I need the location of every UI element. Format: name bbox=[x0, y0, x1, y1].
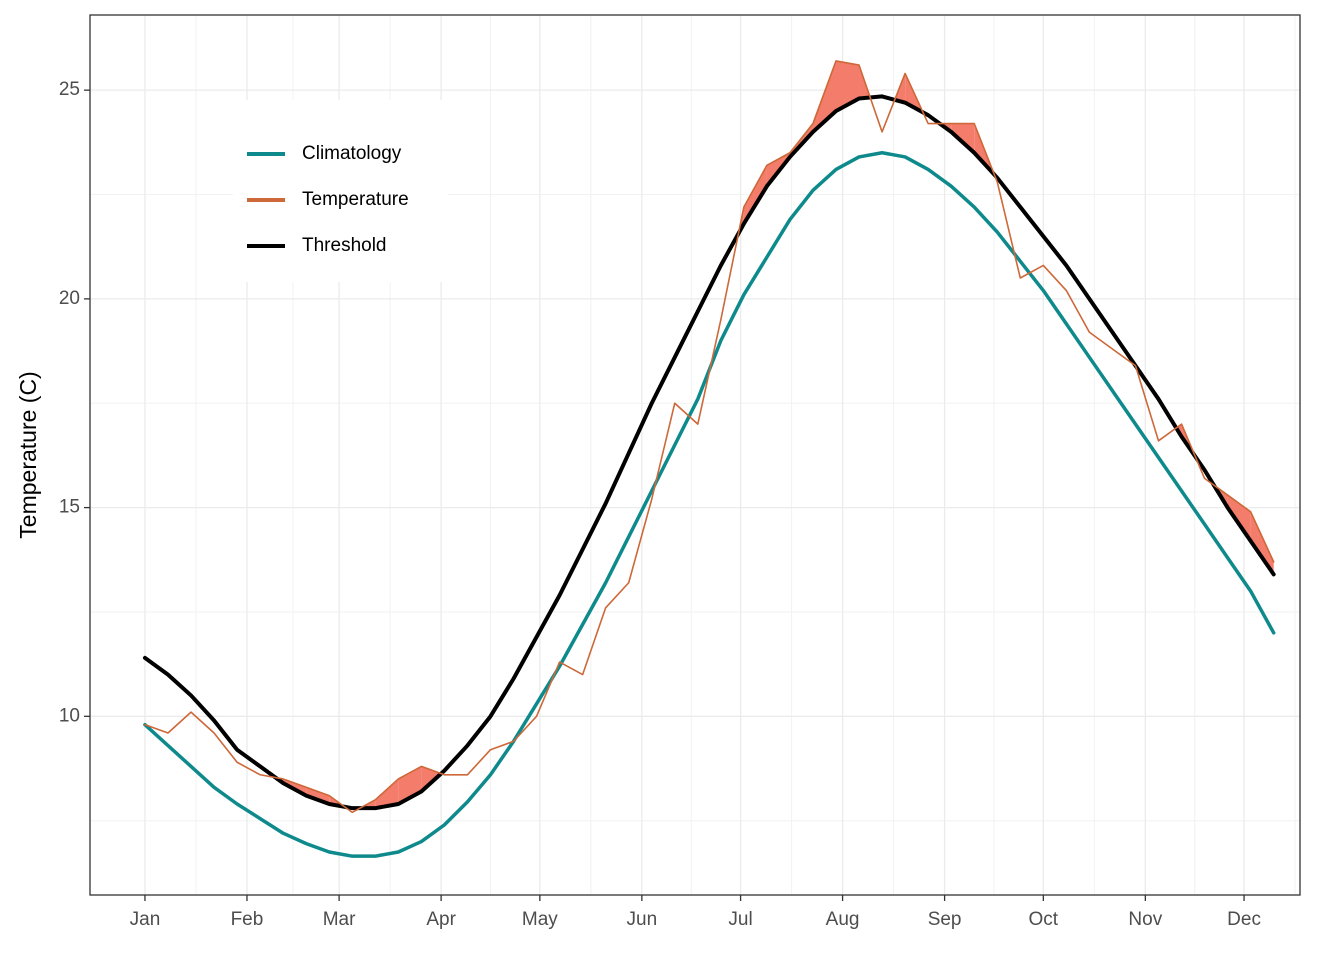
series-line bbox=[144, 60, 1275, 814]
panel-border bbox=[89, 14, 1301, 896]
y-tick-label: 25 bbox=[59, 79, 80, 100]
axes: 10 15 20 25 Jan Feb Mar Apr May Jun Jul Aug Sep Oct No… bbox=[59, 79, 1261, 930]
exceedance-area bbox=[398, 766, 422, 804]
x-tick-label: Mar bbox=[323, 909, 356, 930]
x-tick-label: Feb bbox=[231, 909, 264, 930]
x-tick-label: Oct bbox=[1029, 909, 1059, 930]
legend-label: Temperature bbox=[302, 189, 409, 210]
exceedance-area bbox=[375, 778, 399, 809]
x-tick-label: Jun bbox=[627, 909, 658, 930]
x-tick-label: Sep bbox=[928, 909, 962, 930]
series-line bbox=[142, 94, 1276, 811]
exceedance-area bbox=[1250, 511, 1274, 575]
exceedance-area bbox=[836, 60, 860, 112]
x-tick-label: Apr bbox=[426, 909, 456, 930]
exceedance-area bbox=[743, 165, 767, 224]
y-axis-title: Temperature (C) bbox=[15, 371, 41, 538]
y-tick-label: 15 bbox=[59, 497, 80, 518]
x-tick-label: Aug bbox=[826, 909, 860, 930]
x-tick-label: May bbox=[522, 909, 558, 930]
legend-label: Climatology bbox=[302, 143, 402, 164]
y-tick-label: 10 bbox=[59, 705, 80, 726]
x-tick-label: Nov bbox=[1128, 909, 1162, 930]
x-tick-label: Dec bbox=[1227, 909, 1261, 930]
x-tick-label: Jan bbox=[130, 909, 161, 930]
legend-label: Threshold bbox=[302, 235, 387, 256]
legend: Climatology Temperature Threshold bbox=[233, 100, 448, 282]
plot-area bbox=[142, 60, 1276, 858]
y-tick-label: 20 bbox=[59, 288, 80, 309]
x-tick-label: Jul bbox=[728, 909, 752, 930]
legend-box bbox=[233, 100, 448, 282]
